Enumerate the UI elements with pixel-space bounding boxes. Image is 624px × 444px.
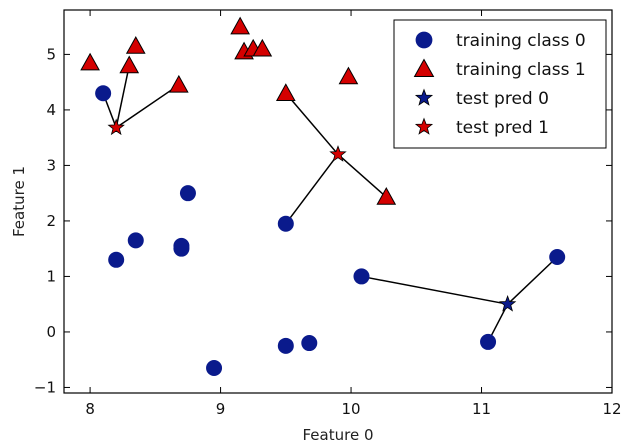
y-tick-label: 1 <box>46 267 56 285</box>
test-point <box>107 118 125 136</box>
x-tick-label: 8 <box>85 400 95 418</box>
legend: training class 0 training class 1 test pre… <box>393 19 607 149</box>
x-tick-label: 9 <box>216 400 226 418</box>
class0-point <box>206 360 223 377</box>
legend-entry: training class 1 <box>456 60 586 80</box>
class0-point <box>179 185 196 202</box>
class0-point <box>173 240 190 257</box>
class0-point <box>108 251 125 268</box>
y-tick-label: −1 <box>34 378 56 396</box>
neighbor-line <box>361 275 508 305</box>
class0-point <box>480 333 497 350</box>
neighbor-lines <box>102 65 558 343</box>
plot-frame <box>63 9 613 394</box>
class1-point <box>168 74 189 93</box>
neighbor-line <box>285 92 339 155</box>
class1-point <box>80 52 100 71</box>
x-tick-label: 12 <box>602 400 621 418</box>
class1-point <box>338 66 359 85</box>
class1-point <box>275 83 296 101</box>
neighbor-line <box>337 153 387 198</box>
test-point <box>329 145 347 162</box>
data-points <box>80 16 566 377</box>
x-tick-label: 10 <box>342 400 361 418</box>
neighbor-line <box>115 65 130 128</box>
neighbor-line <box>507 256 558 305</box>
legend-marker <box>414 117 434 135</box>
class0-point <box>127 232 144 249</box>
class1-point <box>230 16 250 35</box>
y-tick-label: 0 <box>46 323 56 341</box>
legend-entry: training class 0 <box>456 31 586 51</box>
y-tick-label: 5 <box>46 45 56 63</box>
class1-point <box>125 36 146 54</box>
neighbor-line <box>115 84 180 129</box>
neighbor-line <box>285 153 339 225</box>
class1-point <box>252 38 273 57</box>
legend-marker <box>413 58 435 78</box>
x-axis-label: Feature 0 <box>303 426 374 444</box>
y-tick-label: 3 <box>46 156 56 174</box>
class0-point <box>549 249 566 266</box>
class0-point <box>95 85 112 102</box>
legend-entry: test pred 1 <box>456 118 549 138</box>
y-axis-label: Feature 1 <box>10 166 28 237</box>
legend-entry: test pred 0 <box>456 89 549 109</box>
class0-point <box>277 337 294 354</box>
y-tick-label: 4 <box>46 101 56 119</box>
class0-point <box>277 215 294 232</box>
class1-point <box>119 55 140 74</box>
class0-point <box>301 335 318 352</box>
legend-marker <box>415 31 433 49</box>
x-tick-label: 11 <box>472 400 491 418</box>
legend-marker <box>414 88 434 106</box>
class1-point <box>376 187 397 205</box>
class0-point <box>353 268 370 285</box>
test-point <box>498 295 517 312</box>
y-tick-label: 2 <box>46 212 56 230</box>
